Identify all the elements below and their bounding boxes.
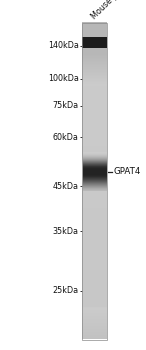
Text: GPAT4: GPAT4 <box>113 167 140 176</box>
Text: 25kDa: 25kDa <box>53 286 79 295</box>
Bar <box>82 23 107 340</box>
Text: 100kDa: 100kDa <box>48 74 79 83</box>
Text: 35kDa: 35kDa <box>53 226 79 236</box>
Text: 60kDa: 60kDa <box>53 133 79 142</box>
Text: 75kDa: 75kDa <box>53 101 79 110</box>
Text: Mouse pancreas: Mouse pancreas <box>90 0 143 21</box>
Text: 140kDa: 140kDa <box>48 41 79 50</box>
Text: 45kDa: 45kDa <box>53 182 79 191</box>
